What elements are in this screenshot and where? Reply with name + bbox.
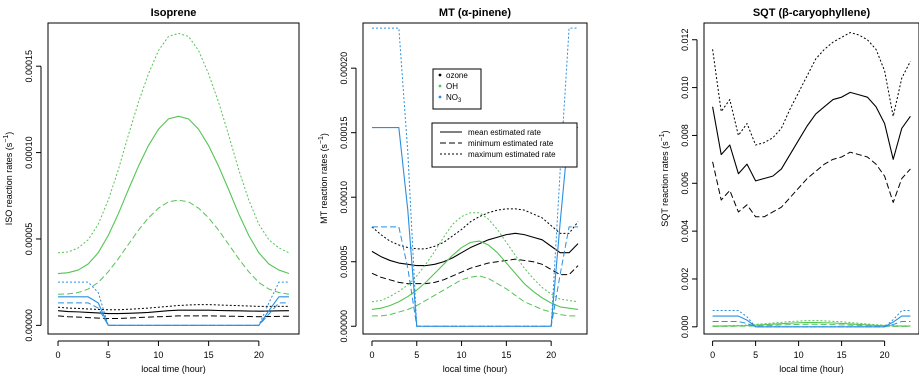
chart-panel-1: Isoprene 0 5 10 15 20 local time (hour) 0.00000… <box>3 7 300 374</box>
series-ozone-mean <box>712 91 911 182</box>
series-no3-max <box>371 27 579 327</box>
y-tick-label: 0.010 <box>680 76 690 99</box>
series-oh-mean <box>371 240 579 311</box>
y-tick-label: 0.00010 <box>24 136 34 169</box>
y-tick-label: 0.006 <box>680 172 690 195</box>
y-axis-label: MT reaction rates (s−1) <box>318 133 329 224</box>
series-oh-mean <box>57 115 290 275</box>
series-oh-max <box>57 32 290 254</box>
legend-species-label-text: NO <box>446 93 458 102</box>
legend-stats: mean estimated rate minimum estimated rat… <box>431 122 578 168</box>
y-axis-label-close: ) <box>660 130 670 133</box>
chart-panel-2: MT (α-pinene) 0 5 10 15 20 local time (hour) 0.… <box>318 7 588 374</box>
y-tick-label: 0.00005 <box>24 223 34 256</box>
x-tick-label: 5 <box>753 350 758 360</box>
y-axis-label-exponent: −1 <box>3 135 10 143</box>
series-oh-max <box>712 320 911 327</box>
series-group <box>371 27 579 327</box>
series-oh-min <box>371 275 579 317</box>
y-tick-label: 0.004 <box>680 220 690 243</box>
series-oh-max <box>371 212 579 303</box>
x-tick-label: 20 <box>880 350 890 360</box>
x-tick-label: 5 <box>414 350 419 360</box>
y-axis-label: SQT reaction rates (s−1) <box>659 130 670 226</box>
x-tick-label: 15 <box>837 350 847 360</box>
series-oh-min <box>712 323 911 327</box>
y-axis-label-main: MT reaction rates (s <box>319 144 329 224</box>
plot-frame <box>703 22 919 335</box>
y-axis-label: ISO reaction rates (s−1) <box>3 132 14 226</box>
plot-frame <box>362 22 588 335</box>
legend-species: ozone OH NO3 <box>432 68 482 110</box>
y-tick-label: 0.012 <box>680 28 690 51</box>
legend-marker-ozone <box>438 73 442 77</box>
series-ozone-min <box>371 258 579 285</box>
legend-marker-no3 <box>438 95 442 99</box>
x-tick-label: 5 <box>106 350 111 360</box>
legend-species-label-text: ozone <box>446 71 468 80</box>
y-axis-label-main: ISO reaction rates (s <box>4 142 14 225</box>
legend-species-label-subscript: 3 <box>458 98 462 104</box>
y-tick-label: 0.008 <box>680 124 690 147</box>
y-tick-label: 0.002 <box>680 268 690 291</box>
series-ozone-max <box>712 32 911 146</box>
series-ozone-max <box>57 304 289 311</box>
x-tick-label: 10 <box>457 350 467 360</box>
legend-stats-label: mean estimated rate <box>468 128 541 137</box>
x-tick-label: 20 <box>546 350 556 360</box>
x-tick-label: 15 <box>501 350 511 360</box>
y-axis-label-close: ) <box>4 132 14 135</box>
series-ozone-max <box>371 208 579 250</box>
x-tick-label: 0 <box>710 350 715 360</box>
y-tick-label: 0.00015 <box>339 116 349 149</box>
chart-title: SQT (β-caryophyllene) <box>753 7 871 19</box>
chart-title: Isoprene <box>151 7 197 19</box>
series-no3-max <box>712 310 911 328</box>
y-tick-label: 0.00000 <box>24 309 34 342</box>
x-tick-label: 15 <box>204 350 214 360</box>
x-tick-label: 0 <box>56 350 61 360</box>
series-oh-min <box>58 199 290 295</box>
legend-stats-box <box>431 122 578 168</box>
legend-stats-label: minimum estimated rate <box>468 139 554 148</box>
y-tick-label: 0.00015 <box>24 50 34 83</box>
y-axis-label-exponent: −1 <box>659 133 666 141</box>
y-tick-label: 0.00005 <box>339 245 349 278</box>
y-axis-label-main: SQT reaction rates (s <box>660 141 670 227</box>
legend-species-label: OH <box>446 82 458 91</box>
legend-stats-label: maximum estimated rate <box>468 150 556 159</box>
legend-species-label: ozone <box>446 71 468 80</box>
plot-frame <box>47 22 300 335</box>
series-no3-max <box>58 281 289 326</box>
x-tick-label: 10 <box>153 350 163 360</box>
series-ozone-min <box>57 315 289 319</box>
x-axis-label: local time (hour) <box>141 364 206 374</box>
y-tick-label: 0.00010 <box>339 181 349 214</box>
y-axis-label-close: ) <box>319 133 329 136</box>
y-tick-label: 0.000 <box>680 316 690 339</box>
y-tick-label: 0.00020 <box>339 52 349 85</box>
x-axis-label: local time (hour) <box>443 364 508 374</box>
chart-panel-3: SQT (β-caryophyllene) 0 5 10 15 20 local time … <box>659 7 919 374</box>
series-ozone-mean <box>371 232 579 267</box>
series-ozone-min <box>712 151 911 218</box>
x-tick-label: 0 <box>369 350 374 360</box>
x-axis-label: local time (hour) <box>779 364 844 374</box>
legend-species-label-text: OH <box>446 82 458 91</box>
series-group <box>57 32 290 326</box>
y-axis-label-exponent: −1 <box>318 136 325 144</box>
x-tick-label: 10 <box>794 350 804 360</box>
y-tick-label: 0.00000 <box>339 310 349 343</box>
series-ozone-mean <box>57 309 289 315</box>
chart-title: MT (α-pinene) <box>439 7 511 19</box>
series-group <box>712 32 911 328</box>
x-tick-label: 20 <box>254 350 264 360</box>
legend-marker-oh <box>438 84 442 88</box>
legend-species-label: NO3 <box>446 93 462 104</box>
